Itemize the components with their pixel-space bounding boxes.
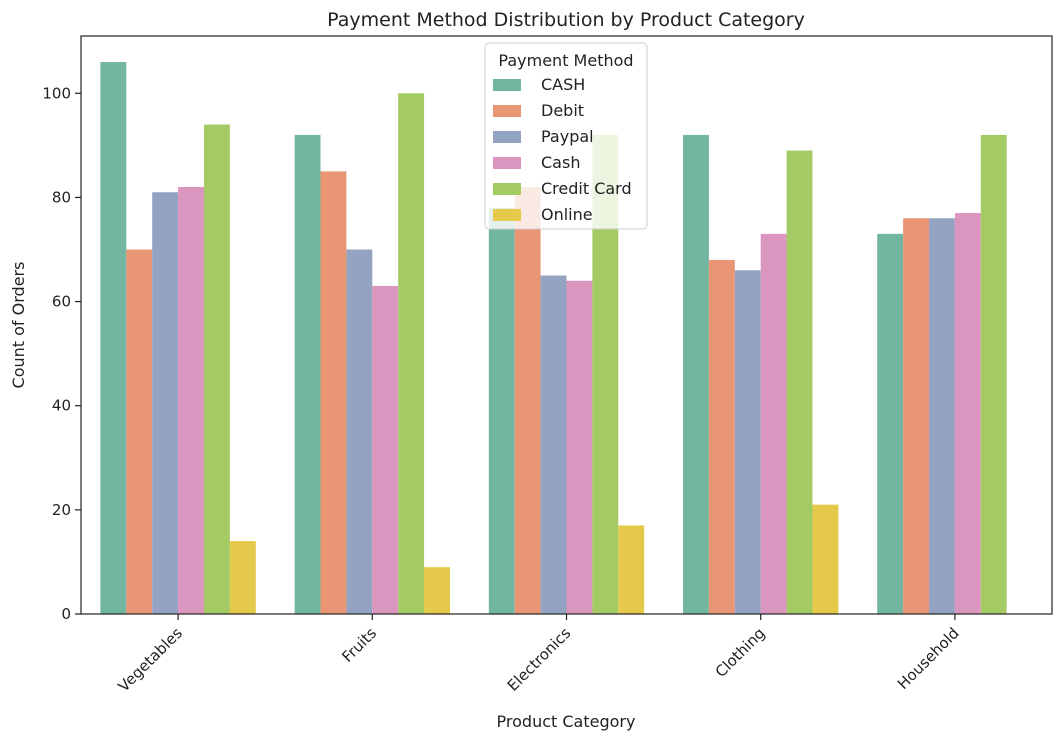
y-tick-label: 80 <box>52 188 71 206</box>
bar-fruits-online <box>424 567 450 614</box>
bar-clothing-cash <box>683 134 709 614</box>
bar-clothing-online <box>812 504 839 614</box>
bar-household-cash <box>877 233 904 614</box>
legend-swatch <box>493 209 521 221</box>
y-tick-label: 0 <box>61 605 71 623</box>
y-axis: 0 20 40 60 80 100 <box>42 84 81 623</box>
chart-title: Payment Method Distribution by Product C… <box>327 9 805 31</box>
bar-vegetables-cash <box>178 187 204 614</box>
bar-household-paypal <box>929 218 955 614</box>
x-axis: Vegetables Fruits Electronics Clothing House… <box>115 614 963 695</box>
bar-vegetables-debit <box>126 249 153 614</box>
y-axis-title: Count of Orders <box>9 262 28 389</box>
legend-title: Payment Method <box>498 51 633 70</box>
legend-label: Paypal <box>541 127 594 146</box>
x-axis-title: Product Category <box>497 712 636 731</box>
bar-clothing-credit-card <box>786 150 813 614</box>
x-tick-label: Household <box>894 624 963 693</box>
legend-label: Credit Card <box>541 179 632 198</box>
x-tick-label: Clothing <box>712 624 769 681</box>
bar-clothing-paypal <box>734 270 761 614</box>
bar-vegetables-online <box>229 541 256 614</box>
legend-swatch <box>493 79 521 91</box>
bar-household-debit <box>903 218 929 614</box>
legend-swatch <box>493 157 521 169</box>
legend-swatch <box>493 131 521 143</box>
y-tick-label: 20 <box>52 501 71 519</box>
x-tick-label: Vegetables <box>115 624 186 695</box>
y-tick-label: 40 <box>52 397 71 415</box>
x-tick-label: Fruits <box>338 624 380 666</box>
bar-household-cash <box>954 213 981 615</box>
bar-fruits-credit-card <box>398 93 425 614</box>
legend-label: CASH <box>541 75 585 94</box>
bar-household-credit-card <box>980 134 1007 614</box>
legend-box <box>484 42 648 230</box>
bar-fruits-debit <box>320 171 347 614</box>
legend-label: Online <box>541 205 593 224</box>
bar-electronics-paypal <box>540 275 567 614</box>
legend-swatch <box>493 105 521 117</box>
bar-electronics-cash <box>488 207 515 614</box>
bar-clothing-cash <box>760 233 787 614</box>
bar-fruits-cash <box>294 134 321 614</box>
x-tick-label: Electronics <box>504 624 575 695</box>
bar-electronics-cash <box>566 280 593 614</box>
legend: Payment Method CASH Debit Paypal Cash Credit … <box>484 42 648 230</box>
bar-clothing-debit <box>708 259 735 614</box>
y-tick-label: 100 <box>42 84 71 102</box>
bar-electronics-online <box>618 525 645 614</box>
y-tick-label: 60 <box>52 293 71 311</box>
plot-frame <box>80 35 1053 615</box>
legend-swatch <box>493 183 521 195</box>
legend-label: Debit <box>541 101 584 120</box>
bar-vegetables-cash <box>100 62 127 615</box>
bar-fruits-paypal <box>346 249 373 614</box>
bar-electronics-debit <box>514 187 541 614</box>
bar-fruits-cash <box>372 285 399 614</box>
bar-vegetables-credit-card <box>203 124 230 615</box>
legend-label: Cash <box>541 153 580 172</box>
bar-vegetables-paypal <box>152 192 179 614</box>
bars-layer <box>100 62 1007 615</box>
